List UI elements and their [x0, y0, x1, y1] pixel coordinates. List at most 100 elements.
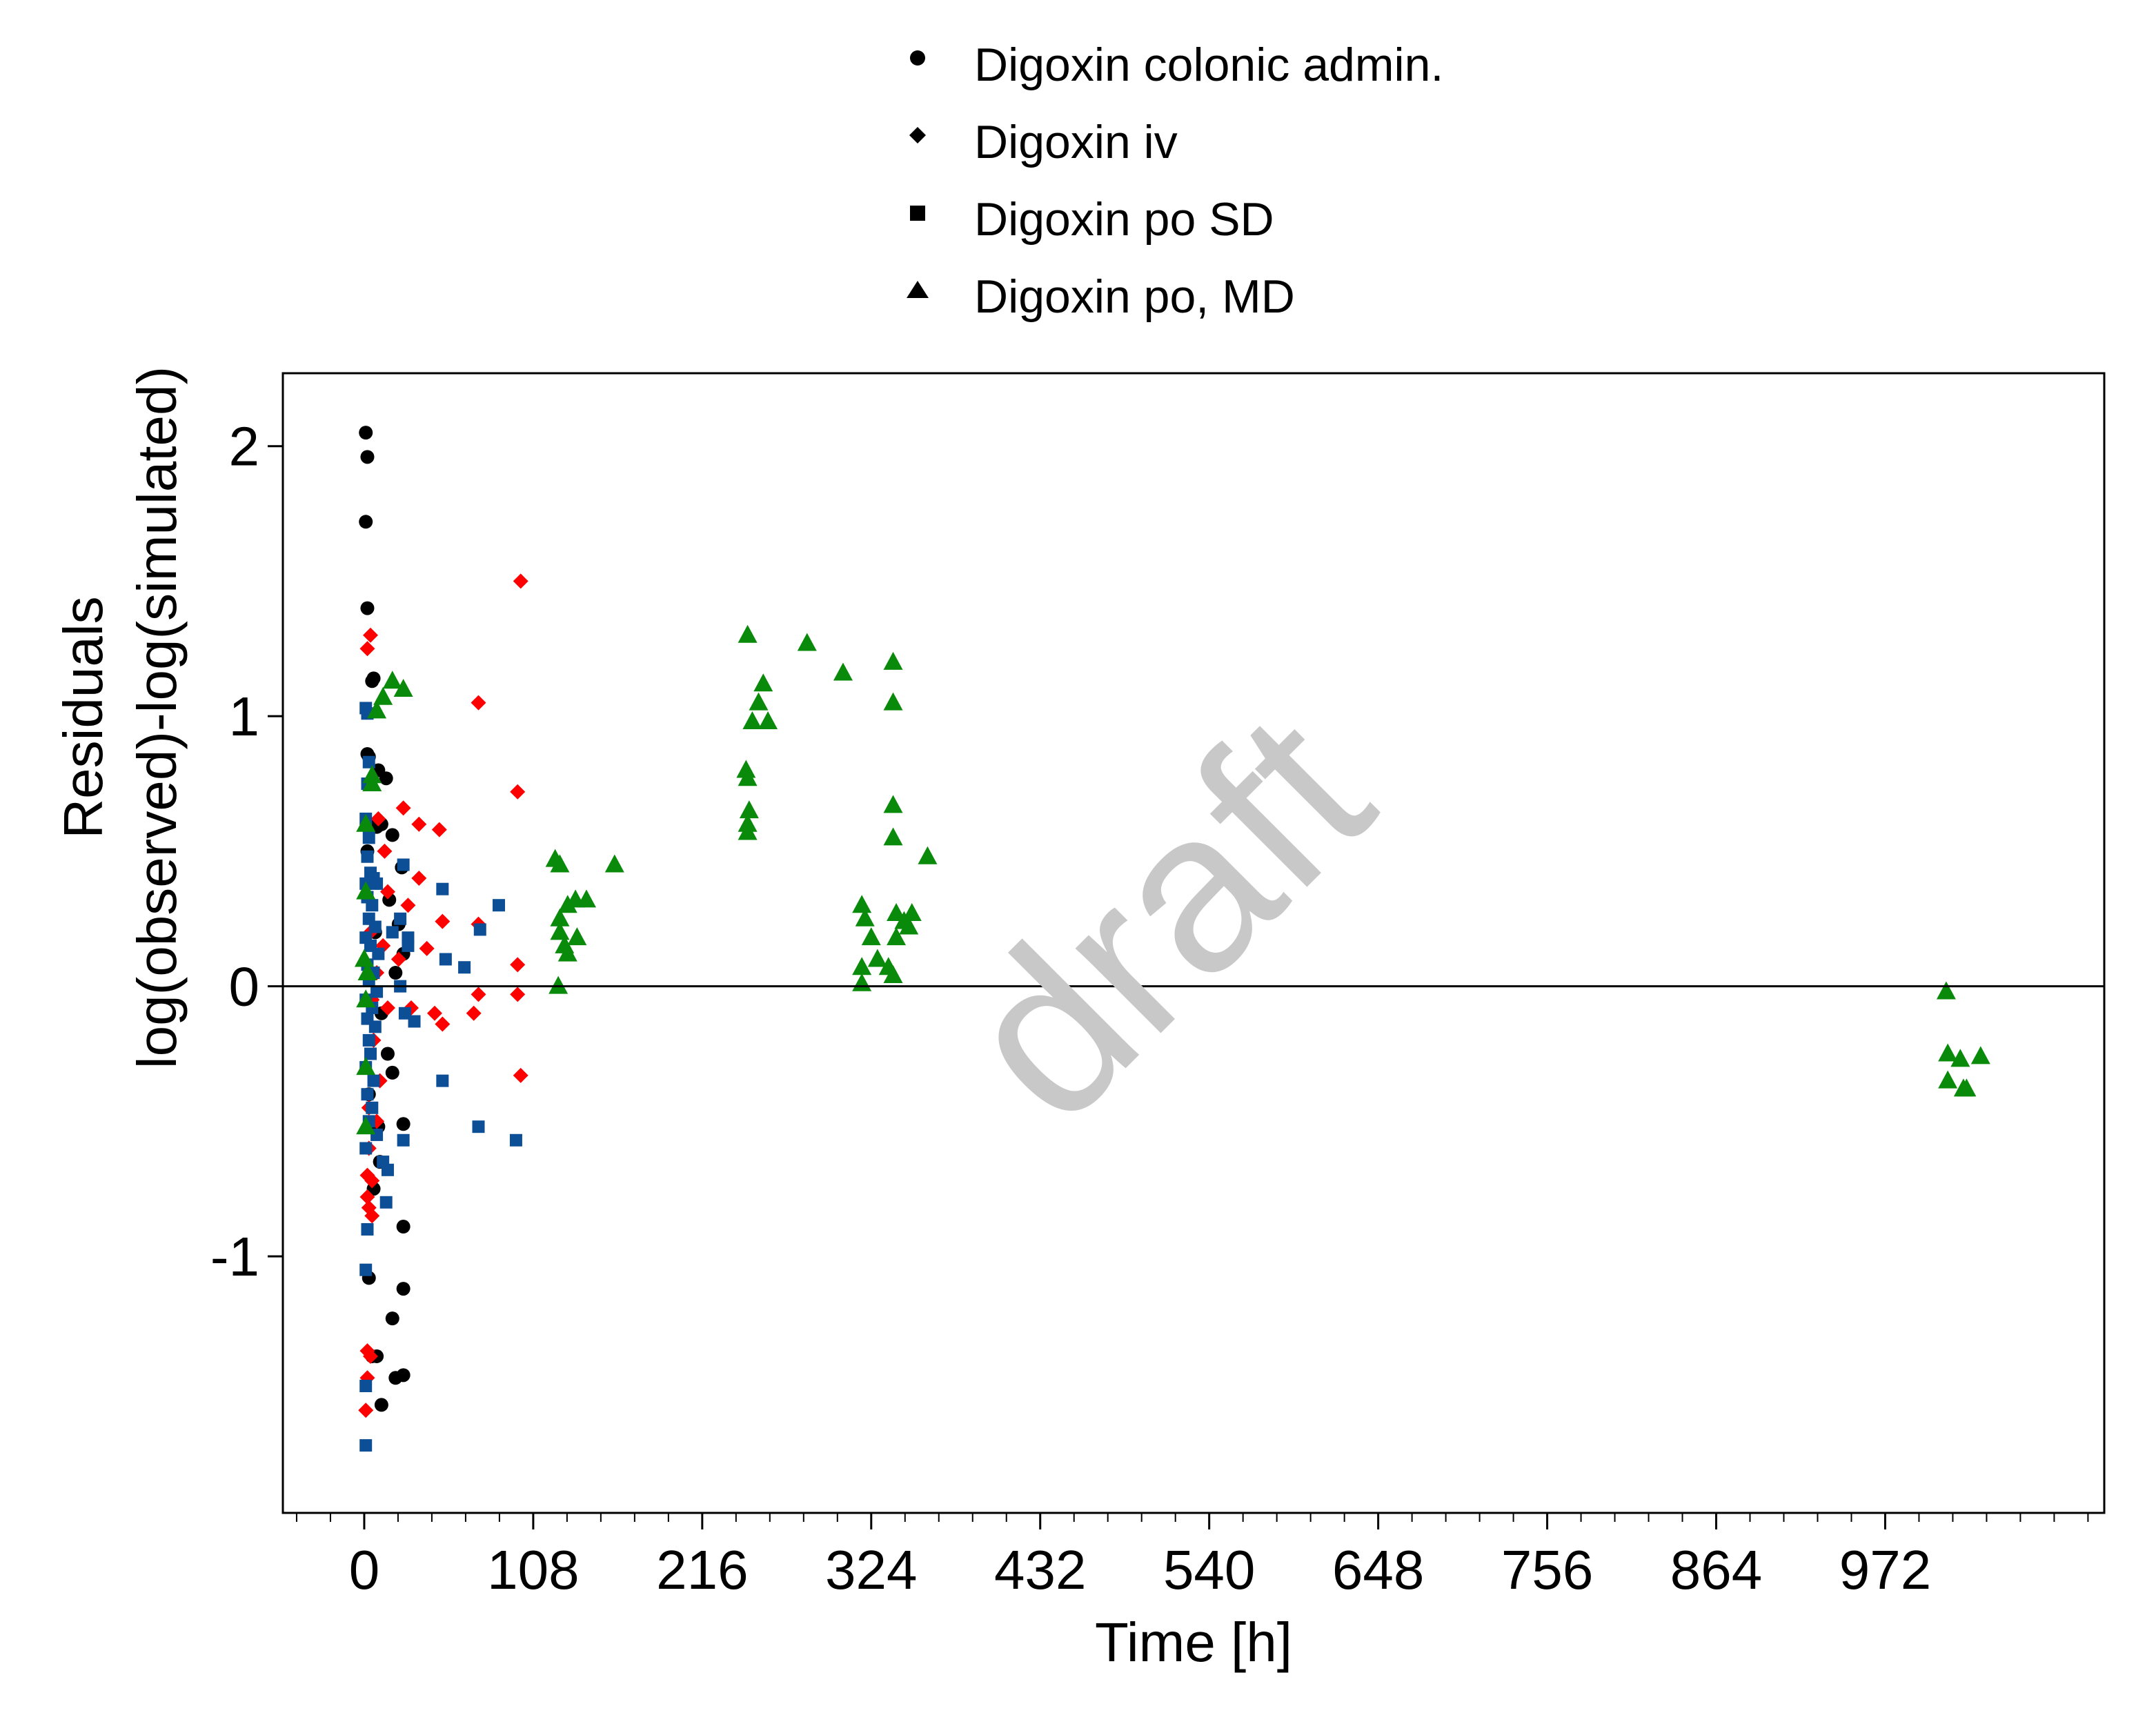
legend-square-marker [910, 206, 925, 221]
data-point-po-sd [359, 1263, 373, 1276]
data-point-po-sd [368, 920, 382, 933]
data-point-iv [431, 822, 447, 838]
data-point-iv [513, 573, 528, 589]
data-point-colonic [385, 828, 399, 842]
data-point-po-md [833, 662, 853, 681]
y-tick-label: 1 [229, 686, 260, 747]
data-point-po-sd [362, 831, 375, 844]
legend-diamond-marker [909, 127, 926, 143]
data-point-po-sd [436, 1074, 449, 1087]
data-point-po-md [883, 827, 903, 846]
data-point-po-sd [492, 899, 505, 912]
data-point-colonic [396, 1117, 411, 1131]
data-point-po-sd [370, 877, 384, 890]
data-point-po-md [739, 800, 759, 819]
data-point-po-md [738, 813, 758, 832]
series-po-md [354, 624, 1990, 1135]
data-point-iv [471, 695, 486, 711]
data-point-po-sd [359, 1142, 373, 1155]
data-point-po-md [557, 895, 577, 913]
data-point-po-md [557, 943, 577, 962]
data-point-po-sd [364, 1047, 377, 1060]
data-point-po-sd [359, 1439, 373, 1452]
legend-item-iv: Digoxin iv [909, 116, 1178, 168]
data-point-po-md [354, 949, 374, 967]
x-tick-label: 216 [656, 1539, 748, 1601]
data-point-po-sd [381, 1163, 394, 1176]
data-point-po-md [861, 927, 881, 946]
data-point-iv [400, 898, 416, 913]
data-point-iv [510, 987, 526, 1002]
data-point-iv [359, 1189, 375, 1205]
data-point-iv [419, 940, 435, 956]
data-point-iv [364, 1208, 380, 1224]
data-point-po-sd [366, 899, 379, 912]
data-point-po-md [887, 902, 907, 921]
data-point-po-md [902, 902, 922, 921]
data-point-po-md [852, 957, 872, 975]
data-point-colonic [366, 671, 381, 686]
data-point-iv [370, 811, 386, 826]
data-point-iv [471, 987, 486, 1002]
data-point-iv [427, 1005, 442, 1021]
data-point-po-md [362, 765, 382, 784]
x-tick-label: 0 [349, 1539, 380, 1601]
data-point-po-md [867, 949, 887, 967]
data-point-po-md [749, 692, 769, 711]
data-point-po-md [1970, 1046, 1990, 1064]
data-point-iv [513, 1067, 528, 1083]
data-point-po-sd [370, 985, 384, 998]
data-point-po-sd [397, 858, 410, 871]
legend-item-colonic: Digoxin colonic admin. [910, 39, 1443, 91]
data-point-po-md [545, 849, 565, 867]
y-axis-title-line1: Residuals [52, 596, 114, 838]
data-points [354, 426, 1990, 1452]
x-tick-label: 432 [994, 1539, 1086, 1601]
data-point-po-md [738, 768, 758, 786]
data-point-po-md [852, 973, 872, 991]
data-point-iv [510, 784, 526, 800]
data-point-po-md [382, 671, 402, 689]
data-point-po-sd [359, 1380, 373, 1393]
data-point-po-sd [361, 1222, 374, 1236]
data-point-po-md [357, 962, 377, 981]
data-point-po-md [1950, 1049, 1970, 1067]
data-point-iv [377, 843, 393, 859]
data-point-po-sd [361, 1088, 374, 1101]
data-point-iv [379, 884, 395, 900]
data-point-iv [395, 800, 411, 816]
data-point-colonic [380, 1047, 395, 1061]
data-point-po-md [550, 908, 570, 927]
data-point-po-md [797, 633, 817, 651]
legend-circle-marker [910, 50, 925, 66]
data-point-po-md [356, 881, 376, 900]
legend-label-iv: Digoxin iv [974, 116, 1178, 168]
data-point-po-sd [458, 961, 471, 974]
data-point-colonic [388, 966, 403, 980]
data-point-po-md [883, 651, 903, 670]
data-point-po-md [1936, 981, 1956, 1000]
data-point-colonic [379, 771, 393, 786]
data-point-po-md [758, 711, 778, 729]
x-tick-label: 108 [487, 1539, 579, 1601]
data-point-po-md [367, 700, 387, 719]
data-point-iv [390, 951, 406, 967]
legend-item-po-md: Digoxin po, MD [907, 270, 1295, 323]
data-point-po-md [577, 889, 596, 908]
data-point-po-sd [436, 882, 449, 895]
legend: Digoxin colonic admin. Digoxin iv Digoxi… [907, 39, 1443, 323]
legend-label-po-sd: Digoxin po SD [974, 193, 1274, 246]
data-point-iv [411, 816, 427, 832]
data-point-po-md [899, 916, 919, 935]
data-point-po-sd [398, 1007, 411, 1020]
draft-watermark: draft [914, 665, 1417, 1168]
data-point-po-sd [362, 1033, 375, 1047]
data-point-po-sd [386, 926, 399, 939]
data-point-po-md [550, 922, 570, 940]
legend-label-po-md: Digoxin po, MD [974, 270, 1295, 323]
data-point-po-sd [402, 939, 415, 952]
y-tick-label: 2 [229, 416, 260, 477]
data-point-colonic [360, 450, 375, 464]
data-point-po-md [883, 795, 903, 813]
